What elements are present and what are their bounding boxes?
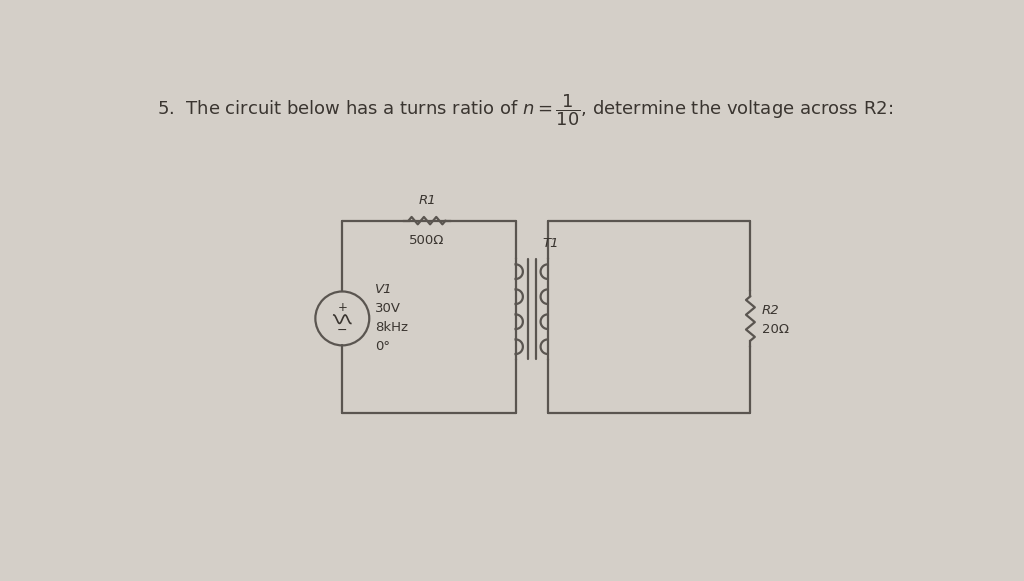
Text: R2: R2 [762,304,779,317]
Text: 500Ω: 500Ω [410,234,444,247]
Text: +: + [337,301,347,314]
Text: V1: V1 [376,283,393,296]
Text: R1: R1 [418,194,436,207]
Text: 8kHz: 8kHz [376,321,409,334]
Text: 5.  The circuit below has a turns ratio of $n = \dfrac{1}{10}$, determine the vo: 5. The circuit below has a turns ratio o… [157,92,893,128]
Text: 30V: 30V [376,302,401,315]
Text: 0°: 0° [376,340,390,353]
Text: −: − [337,324,347,336]
Text: T1: T1 [543,237,559,250]
Text: 20Ω: 20Ω [762,324,788,336]
